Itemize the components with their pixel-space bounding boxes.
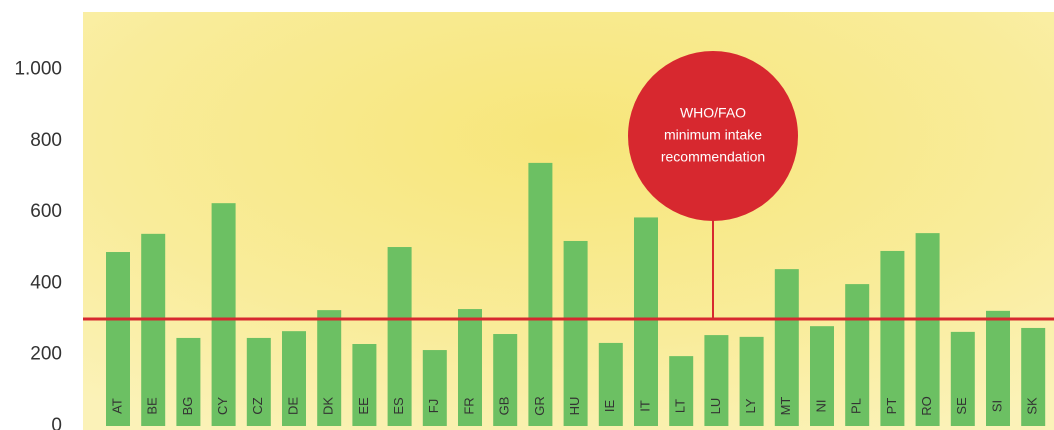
x-tick-label: DK bbox=[321, 397, 336, 415]
y-tick-label: 0 bbox=[51, 415, 62, 430]
x-tick-label: LY bbox=[743, 398, 758, 413]
y-tick-label: 600 bbox=[30, 201, 62, 222]
x-tick-label: SI bbox=[989, 400, 1004, 412]
x-tick-label: IT bbox=[637, 400, 652, 412]
x-tick-label: AT bbox=[109, 398, 124, 414]
bar bbox=[599, 343, 623, 426]
x-tick-label: CY bbox=[215, 397, 230, 415]
bar bbox=[423, 350, 447, 426]
x-tick-label: PT bbox=[884, 398, 899, 415]
x-tick-label: DE bbox=[285, 397, 300, 415]
x-tick-label: CZ bbox=[250, 397, 265, 414]
x-tick-label: GR bbox=[532, 396, 547, 416]
annotation-text: WHO/FAO bbox=[680, 105, 746, 121]
x-tick-label: MT bbox=[778, 397, 793, 416]
x-tick-label: NI bbox=[813, 400, 828, 413]
x-tick-label: FJ bbox=[426, 399, 441, 413]
annotation-text: minimum intake bbox=[664, 127, 762, 143]
bar bbox=[212, 203, 236, 426]
bar bbox=[141, 234, 165, 426]
x-tick-label: HU bbox=[567, 397, 582, 416]
x-tick-label: EE bbox=[356, 397, 371, 415]
x-tick-label: FR bbox=[461, 397, 476, 414]
y-tick-label: 800 bbox=[30, 130, 62, 151]
x-tick-label: RO bbox=[919, 396, 934, 416]
x-tick-label: GB bbox=[497, 397, 512, 416]
x-tick-label: SK bbox=[1025, 397, 1040, 415]
y-tick-label: 400 bbox=[30, 272, 62, 293]
x-tick-label: SE bbox=[954, 397, 969, 415]
y-tick-label: 1.000 bbox=[14, 58, 62, 79]
y-tick-label: 200 bbox=[30, 344, 62, 365]
x-tick-label: LT bbox=[673, 399, 688, 413]
bar bbox=[669, 356, 693, 426]
bar bbox=[528, 163, 552, 426]
x-tick-label: IE bbox=[602, 400, 617, 413]
x-tick-label: LU bbox=[708, 398, 723, 415]
x-tick-label: PL bbox=[849, 398, 864, 414]
x-tick-label: ES bbox=[391, 397, 406, 415]
annotation-text: recommendation bbox=[661, 149, 765, 165]
x-tick-label: BE bbox=[145, 397, 160, 415]
bar bbox=[634, 217, 658, 426]
x-tick-label: BG bbox=[180, 397, 195, 416]
chart: 0 200 400 600 800 1.000 AT BE BG CY CZ DE DK EE ES FJ FR… bbox=[0, 0, 1054, 430]
